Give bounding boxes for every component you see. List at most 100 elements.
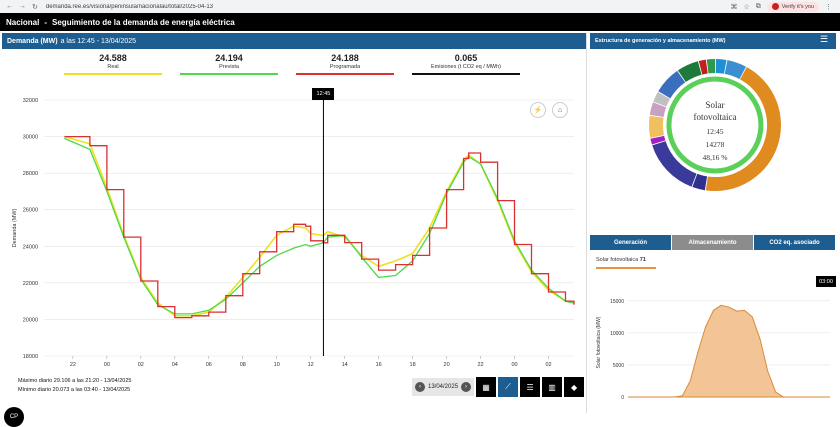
y-tick-label: 26000 <box>23 208 38 214</box>
donut-segment <box>716 66 725 67</box>
stat-value: 24.188 <box>296 53 394 63</box>
time-marker-label[interactable]: 12:45 <box>312 88 334 100</box>
structure-tabs: Generación Almacenamiento CO2 eq. asocia… <box>590 235 836 250</box>
list-icon[interactable]: ☰ <box>820 34 828 45</box>
x-tick-label: 22 <box>70 362 76 368</box>
stat-emisiones[interactable]: 0.065 Emisiones (t CO2 eq / MWh) <box>412 53 520 75</box>
region-label[interactable]: Nacional <box>6 18 39 27</box>
bar-view-icon[interactable]: ▥ <box>542 377 562 397</box>
chart-tools: ⚡ ⌂ <box>530 102 568 118</box>
stat-value: 0.065 <box>412 53 520 63</box>
date-value: 13/04/2025 <box>428 384 458 390</box>
browser-toolbar: ← → ↻ demanda.ree.es/visiona/peninsula/n… <box>0 0 840 13</box>
y-tick-label: 22000 <box>23 281 38 287</box>
demand-title: Demanda (MW) <box>7 38 58 45</box>
browser-nav: ← → ↻ <box>0 3 38 11</box>
donut-segment <box>657 105 660 116</box>
stat-programada[interactable]: 24.188 Programada <box>296 53 394 75</box>
table-view-icon[interactable]: ☰ <box>520 377 540 397</box>
prev-date-icon[interactable]: ‹ <box>415 382 425 392</box>
reload-icon[interactable]: ↻ <box>32 3 38 11</box>
min-daily: Mínimo diario 20.073 a las 03:40 - 13/04… <box>18 386 131 395</box>
donut-segment <box>726 67 743 73</box>
header-separator: - <box>44 18 47 27</box>
next-date-icon[interactable]: › <box>461 382 471 392</box>
tab-generacion[interactable]: Generación <box>590 235 672 250</box>
avatar[interactable]: CP <box>4 407 24 427</box>
solar-area <box>628 305 830 397</box>
donut-segment <box>701 67 707 68</box>
stat-label: Programada <box>296 64 394 70</box>
y-tick-label: 18000 <box>23 354 38 360</box>
translate-icon[interactable]: ⌘ <box>730 3 737 11</box>
back-arrow-icon[interactable]: ← <box>6 3 13 11</box>
verify-button[interactable]: Verify it's you <box>767 2 819 12</box>
y-tick-label: 0 <box>621 395 624 401</box>
solar-value: 71 <box>640 257 646 263</box>
x-tick-label: 00 <box>511 362 517 368</box>
donut-label: Solar <box>706 100 725 110</box>
address-bar[interactable]: demanda.ree.es/visiona/peninsula/naciona… <box>46 4 731 10</box>
demand-chart[interactable]: 3200030000280002600024000220002000018000… <box>0 80 586 375</box>
y-axis-label: Demanda (MW) <box>12 208 18 247</box>
stat-value: 24.588 <box>64 53 162 63</box>
verify-label: Verify it's you <box>782 4 814 10</box>
y-tick-label: 28000 <box>23 171 38 177</box>
x-tick-label: 04 <box>172 362 178 368</box>
menu-dots-icon[interactable]: ⋮ <box>825 3 832 11</box>
x-tick-label: 02 <box>545 362 551 368</box>
y-tick-label: 10000 <box>610 331 624 337</box>
date-picker[interactable]: ‹ 13/04/2025 › <box>412 378 474 396</box>
y-tick-label: 15000 <box>610 299 624 305</box>
max-daily: Máximo diario 29.106 a las 21:20 - 13/04… <box>18 377 131 386</box>
panel-divider <box>586 33 587 413</box>
structure-panel-header: Estructura de generación y almacenamient… <box>590 33 836 49</box>
y-tick-label: 5000 <box>613 363 624 369</box>
y-tick-label: 24000 <box>23 244 38 250</box>
x-tick-label: 16 <box>376 362 382 368</box>
donut-label: fotovoltaica <box>694 112 737 122</box>
calendar-icon[interactable]: ▦ <box>476 377 496 397</box>
x-tick-label: 08 <box>240 362 246 368</box>
daily-extremes: Máximo diario 29.106 a las 21:20 - 13/04… <box>18 377 131 395</box>
demand-stats: 24.588 Real 24.194 Prevista 24.188 Progr… <box>64 53 524 75</box>
x-tick-label: 14 <box>342 362 348 368</box>
chart-view-icon[interactable]: ⟋ <box>498 377 518 397</box>
donut-segment <box>695 180 706 183</box>
tab-co2[interactable]: CO2 eq. asociado <box>754 235 836 250</box>
star-icon[interactable]: ☆ <box>743 3 749 11</box>
solar-name: Solar fotovoltaica <box>596 257 638 263</box>
stat-prevista[interactable]: 24.194 Prevista <box>180 53 278 75</box>
stat-color-bar <box>296 73 394 75</box>
stat-color-bar <box>180 73 278 75</box>
app-header: Nacional - Seguimiento de la demanda de … <box>0 13 840 31</box>
x-tick-label: 02 <box>138 362 144 368</box>
forward-arrow-icon[interactable]: → <box>19 3 26 11</box>
solar-sub-label: Solar fotovoltaica 71 <box>596 257 646 263</box>
donut-segment <box>682 68 700 76</box>
x-tick-label: 00 <box>104 362 110 368</box>
x-tick-label: 06 <box>206 362 212 368</box>
tab-almacenamiento[interactable]: Almacenamiento <box>672 235 754 250</box>
x-tick-label: 12 <box>308 362 314 368</box>
stat-real[interactable]: 24.588 Real <box>64 53 162 75</box>
tower-icon[interactable]: ⚡ <box>530 102 546 118</box>
donut-segment <box>656 117 657 137</box>
donut-segment <box>664 77 681 95</box>
donut-value: 14278 <box>706 140 725 149</box>
series-line-programada <box>64 137 574 318</box>
stat-label: Real <box>64 64 162 70</box>
donut-percent: 48,16 % <box>703 153 728 162</box>
demand-panel-header: Demanda (MW) a las 12:45 - 13/04/2025 <box>2 33 586 49</box>
stat-label: Prevista <box>180 64 278 70</box>
stat-value: 24.194 <box>180 53 278 63</box>
footer-toolbar: ‹ 13/04/2025 › ▦ ⟋ ☰ ▥ ◆ <box>412 377 584 397</box>
y-tick-label: 30000 <box>23 135 38 141</box>
map-icon[interactable]: ◆ <box>564 377 584 397</box>
extensions-icon[interactable]: ⧉ <box>756 3 761 11</box>
factory-icon[interactable]: ⌂ <box>552 102 568 118</box>
stat-label: Emisiones (t CO2 eq / MWh) <box>412 64 520 70</box>
app-title: Seguimiento de la demanda de energía elé… <box>52 18 235 27</box>
